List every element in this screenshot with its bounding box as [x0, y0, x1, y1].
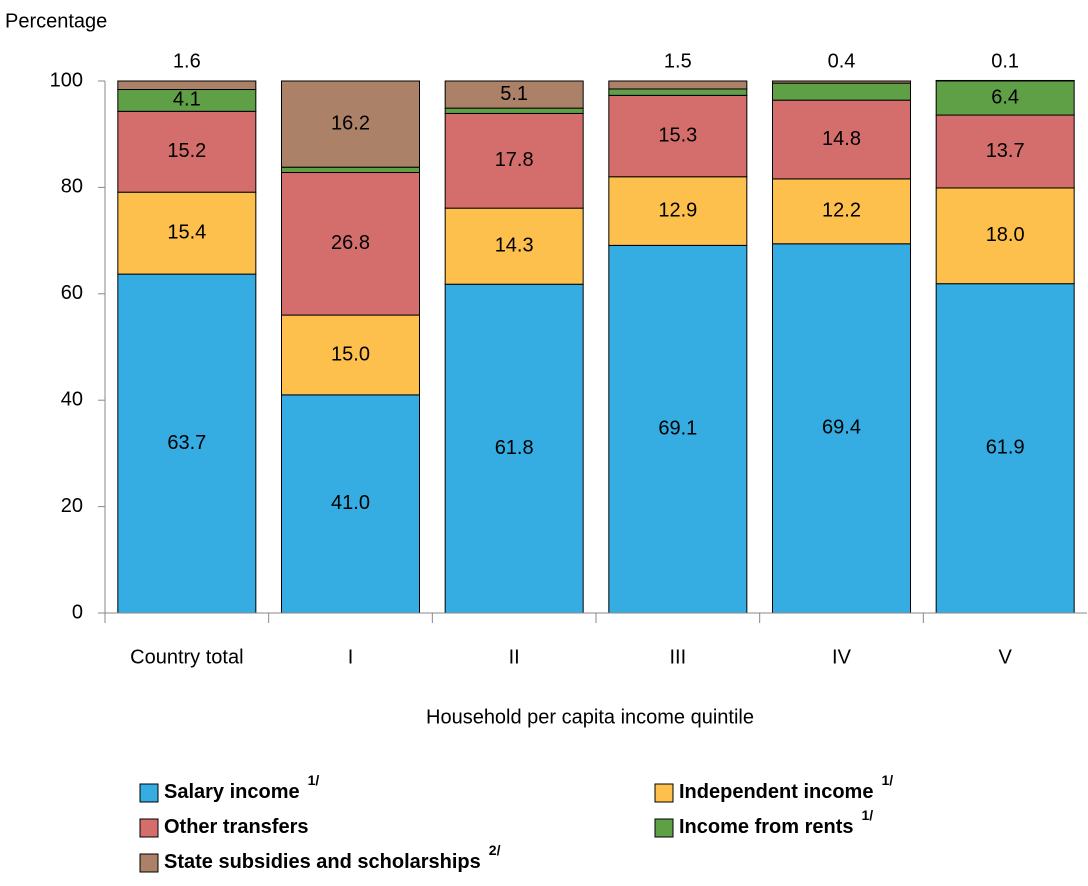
x-axis-label: Household per capita income quintile — [426, 706, 754, 728]
bar-segment — [935, 114, 1075, 189]
bar-segment — [772, 80, 911, 84]
legend-swatch — [654, 818, 674, 838]
data-label: 26.8 — [331, 232, 370, 254]
legend-note: 2/ — [489, 842, 501, 858]
data-label: 12.9 — [658, 199, 697, 221]
data-label: 61.9 — [986, 437, 1025, 459]
legend-name: Independent income — [679, 781, 873, 803]
bar-segment — [281, 166, 420, 174]
y-tick-label: 20 — [61, 495, 83, 517]
data-label: 16.2 — [331, 112, 370, 134]
data-label: 6.4 — [991, 86, 1019, 108]
bar-segment — [444, 207, 584, 285]
data-label: 69.4 — [822, 417, 861, 439]
legend-note: 1/ — [861, 807, 873, 823]
data-label: 15.0 — [331, 343, 370, 365]
bar-segment — [444, 80, 584, 109]
legend-name: Salary income — [164, 781, 300, 803]
legend-name: Other transfers — [164, 816, 309, 838]
bar-segment — [117, 110, 257, 193]
data-label: 15.4 — [167, 221, 206, 243]
bar-segment — [608, 176, 748, 246]
bar-segment — [281, 172, 420, 316]
x-tick-label: II — [509, 646, 520, 668]
bar-segment — [281, 314, 420, 396]
bar-segment — [444, 107, 584, 114]
data-label: 69.1 — [658, 417, 697, 439]
data-label: 13.7 — [986, 140, 1025, 162]
bar-segment — [935, 283, 1075, 614]
data-label: 14.8 — [822, 128, 861, 150]
bar-segment — [772, 99, 911, 180]
data-label: 61.8 — [495, 437, 534, 459]
bar-segment — [608, 94, 748, 178]
bar-segment — [444, 112, 584, 209]
bar-segment — [281, 394, 420, 614]
data-label: 4.1 — [173, 89, 201, 111]
legend-label: Salary income 1/ — [164, 772, 319, 804]
legend-swatch — [139, 818, 159, 838]
x-tick-label: I — [348, 646, 354, 668]
bar-segment — [281, 80, 420, 168]
legend-label: State subsidies and scholarships 2/ — [164, 842, 501, 874]
legend-name: State subsidies and scholarships — [164, 851, 481, 873]
bar-segment — [608, 80, 748, 90]
bar-segment — [935, 187, 1075, 285]
bar-segment — [608, 88, 748, 96]
y-axis-label: Percentage — [5, 10, 107, 32]
legend-swatch — [139, 783, 159, 803]
bar-segment — [935, 79, 1075, 82]
bar-segment — [772, 243, 911, 614]
legend-note: 1/ — [881, 772, 893, 788]
legend-label: Independent income 1/ — [679, 772, 893, 804]
data-label: 18.0 — [986, 224, 1025, 246]
y-tick-label: 60 — [61, 282, 83, 304]
y-tick-label: 80 — [61, 176, 83, 198]
data-label: 41.0 — [331, 492, 370, 514]
bar-segment — [935, 80, 1075, 116]
data-label: 15.2 — [167, 140, 206, 162]
data-label: 15.3 — [658, 124, 697, 146]
data-label: 14.3 — [495, 234, 534, 256]
legend-swatch — [139, 853, 159, 873]
data-label: 1.5 — [664, 50, 692, 72]
x-tick-label: III — [669, 646, 686, 668]
data-label: 63.7 — [167, 432, 206, 454]
data-label: 5.1 — [500, 83, 528, 105]
data-label: 0.4 — [828, 50, 856, 72]
bar-segment — [117, 191, 257, 275]
legend-label: Income from rents 1/ — [679, 807, 873, 839]
legend-swatch — [654, 783, 674, 803]
data-label: 12.2 — [822, 200, 861, 222]
bar-segment — [117, 273, 257, 614]
data-label: 1.6 — [173, 50, 201, 72]
y-tick-label: 100 — [50, 69, 83, 91]
bar-segment — [608, 244, 748, 614]
y-tick-label: 0 — [72, 601, 83, 623]
legend-name: Income from rents — [679, 816, 853, 838]
y-tick-label: 40 — [61, 388, 83, 410]
legend-note: 1/ — [308, 772, 320, 788]
x-tick-label: Country total — [130, 646, 243, 668]
x-tick-label: IV — [832, 646, 852, 668]
data-label: 17.8 — [495, 149, 534, 171]
legend-label: Other transfers — [164, 816, 309, 838]
data-label: 0.1 — [991, 50, 1019, 72]
bar-segment — [772, 82, 911, 101]
bar-segment — [117, 80, 257, 91]
x-tick-label: V — [998, 646, 1012, 668]
